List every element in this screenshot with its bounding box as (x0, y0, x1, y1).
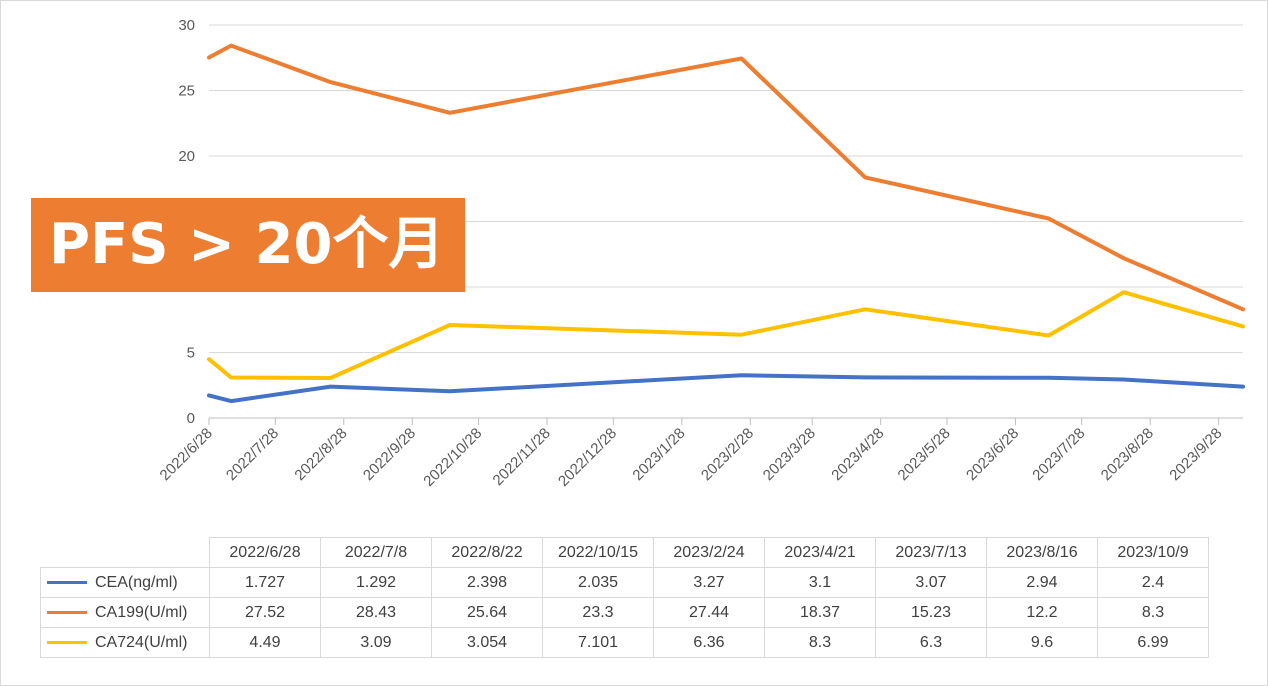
x-tick-label: 2023/6/28 (963, 425, 1022, 484)
legend-label: CEA(ng/ml) (95, 573, 178, 591)
data-table-cell: 3.07 (875, 567, 987, 598)
data-table-cell: 2.398 (431, 567, 543, 598)
legend-key (47, 640, 87, 644)
data-table-cell: 25.64 (431, 597, 543, 628)
x-tick-label: 2023/9/28 (1166, 425, 1225, 484)
data-table-column-header: 2023/8/16 (986, 537, 1098, 568)
data-table-cell: 2.4 (1097, 567, 1209, 598)
data-table-cell: 3.1 (764, 567, 876, 598)
x-tick-label: 2023/7/28 (1029, 425, 1088, 484)
legend-label: CA199(U/ml) (95, 603, 188, 621)
data-table-cell: 8.3 (1097, 597, 1209, 628)
data-table-cell: 18.37 (764, 597, 876, 628)
series-line (207, 373, 1245, 404)
data-table-column-header: 2022/7/8 (320, 537, 432, 568)
data-table-cell: 9.6 (986, 627, 1098, 658)
data-table-row: CA199(U/ml) 27.52 28.43 25.64 23.3 27.44 18.37… (40, 597, 1209, 628)
data-table-column-header: 2023/10/9 (1097, 537, 1209, 568)
legend-entry: CA724(U/ml) (40, 627, 210, 658)
x-tick-label: 2023/5/28 (895, 425, 954, 484)
data-table-corner (40, 537, 210, 568)
y-tick-label: 30 (178, 17, 195, 34)
x-tick-label: 2022/12/28 (555, 425, 620, 490)
data-table-column-header: 2022/8/22 (431, 537, 543, 568)
data-table-column-header: 2023/2/24 (653, 537, 765, 568)
data-table-cell: 3.09 (320, 627, 432, 658)
data-table-column-header: 2022/6/28 (209, 537, 321, 568)
series-line (207, 43, 1245, 312)
data-table-cell: 6.99 (1097, 627, 1209, 658)
legend-entry: CEA(ng/ml) (40, 567, 210, 598)
data-table-cell: 7.101 (542, 627, 654, 658)
data-table-cell: 27.52 (209, 597, 321, 628)
data-table-cell: 15.23 (875, 597, 987, 628)
x-tick-label: 2023/4/28 (828, 425, 887, 484)
data-table-row: CEA(ng/ml) 1.727 1.292 2.398 2.035 3.27 3.1 3.0… (40, 567, 1209, 598)
x-tick-label: 2022/11/28 (490, 425, 554, 489)
data-table-cell: 6.3 (875, 627, 987, 658)
x-tick-label: 2023/3/28 (760, 425, 819, 484)
x-tick-label: 2022/10/28 (420, 425, 485, 490)
legend-key (47, 580, 87, 584)
x-tick-label: 2022/7/28 (223, 425, 282, 484)
data-table-cell: 4.49 (209, 627, 321, 658)
data-table-cell: 2.035 (542, 567, 654, 598)
data-table-header-row: 2022/6/28 2022/7/8 2022/8/22 2022/10/15 2023… (40, 537, 1209, 568)
x-tick-label: 2023/8/28 (1098, 425, 1157, 484)
y-tick-label: 5 (187, 345, 195, 362)
data-table-cell: 6.36 (653, 627, 765, 658)
legend-entry: CA199(U/ml) (40, 597, 210, 628)
x-tick-label: 2022/8/28 (291, 425, 350, 484)
legend-label: CA724(U/ml) (95, 633, 188, 651)
data-table-cell: 1.292 (320, 567, 432, 598)
data-table-cell: 12.2 (986, 597, 1098, 628)
data-table-cell: 3.054 (431, 627, 543, 658)
x-tick-label: 2022/9/28 (360, 425, 419, 484)
data-table-column-header: 2023/7/13 (875, 537, 987, 568)
data-table-cell: 1.727 (209, 567, 321, 598)
legend-key (47, 610, 87, 614)
data-table: 2022/6/28 2022/7/8 2022/8/22 2022/10/15 2023… (40, 537, 1209, 658)
pfs-banner: PFS > 20个月 (31, 198, 465, 292)
data-table-cell: 3.27 (653, 567, 765, 598)
data-table-cell: 27.44 (653, 597, 765, 628)
y-tick-label: 25 (178, 83, 195, 100)
y-tick-label: 0 (187, 410, 195, 427)
x-tick-label: 2023/1/28 (629, 425, 688, 484)
data-table-column-header: 2022/10/15 (542, 537, 654, 568)
data-table-cell: 8.3 (764, 627, 876, 658)
x-tick-label: 2023/2/28 (698, 425, 757, 484)
data-table-cell: 2.94 (986, 567, 1098, 598)
data-table-cell: 23.3 (542, 597, 654, 628)
data-table-cell: 28.43 (320, 597, 432, 628)
y-tick-label: 20 (178, 148, 195, 165)
series-line (207, 290, 1245, 380)
data-table-column-header: 2023/4/21 (764, 537, 876, 568)
x-tick-label: 2022/6/28 (157, 425, 216, 484)
data-table-row: CA724(U/ml) 4.49 3.09 3.054 7.101 6.36 8.3 6.3 9… (40, 627, 1209, 658)
